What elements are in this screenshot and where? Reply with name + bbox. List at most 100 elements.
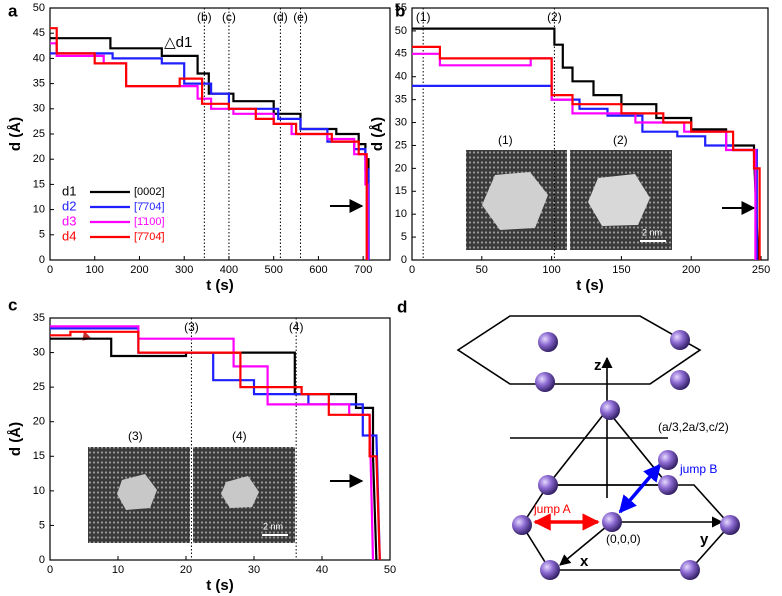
x-tick-label: 0 [47,264,53,276]
y-axis-title: d (Å) [369,117,386,151]
y-tick-label: 35 [395,94,407,106]
y-tick-label: 15 [33,450,45,462]
y-axis-title: d (Å) [7,422,24,456]
particle [482,172,548,230]
x-tick-label: 20 [180,564,192,576]
atom [602,512,622,532]
hex-top [456,315,702,385]
y-tick-label: 20 [33,416,45,428]
atoms [512,330,740,580]
x-tick-label: 150 [612,264,630,276]
x-tick-label: 500 [265,264,283,276]
marker-label: (2) [547,10,562,24]
y-tick-label: 25 [33,381,45,393]
legend-label: [7̄704̄] [134,231,165,243]
y-tick-label: 20 [33,153,45,165]
y-tick-label: 5 [39,519,45,531]
panel-label: c [8,295,17,314]
atom [540,560,560,580]
x-tick-label: 200 [130,264,148,276]
x-axis-title: t (s) [576,277,604,294]
y-tick-label: 10 [395,208,407,220]
inset-label: (3) [128,429,143,443]
series-line [412,52,757,260]
panel-label: b [395,1,405,20]
x-tick-label: 600 [309,264,327,276]
atom [538,475,558,495]
series-line [50,337,378,561]
atom [720,515,740,535]
x-tick-label: 30 [248,564,260,576]
y-tick-label: 25 [395,139,407,151]
x-tick-label: 300 [175,264,193,276]
scale-bar [262,534,288,536]
x-tick-label: 200 [682,264,700,276]
x-tick-label: 50 [384,564,396,576]
scale-bar [640,240,666,242]
x-tick-label: 40 [316,564,328,576]
plot-frame [411,7,769,261]
y-tick-label: 35 [33,78,45,90]
x-axis [559,521,613,566]
atom [535,372,555,392]
marker-label: (1) [416,10,431,24]
panel-label: a [8,1,18,20]
jump-b [618,463,662,514]
x-tick-label: 0 [47,564,53,576]
y-tick-label: 15 [395,185,407,197]
legend-name: d1 [62,183,76,198]
panel-label: d [397,297,407,316]
inset-label: (1) [498,133,513,147]
legend-name: d4 [62,228,76,243]
atom [600,400,620,420]
atom [538,332,558,352]
note: △d1 [164,34,192,51]
y-tick-label: 30 [33,346,45,358]
series-line [50,52,370,260]
atom [680,560,700,580]
atom [512,515,532,535]
legend-name: d3 [62,213,76,228]
atom [658,475,678,495]
z-label: z [594,357,602,374]
x-tick-label: 700 [354,264,372,276]
series-line [50,27,368,260]
y-tick-label: 55 [395,2,407,14]
diagram [456,315,732,571]
y-tick-label: 0 [39,554,45,566]
atom [670,370,690,390]
marker-label: (e) [293,10,308,24]
legend-label: [1̄100] [134,216,165,228]
particle [588,174,650,226]
x-tick-label: 50 [476,264,488,276]
y-tick-label: 35 [33,312,45,324]
x-tick-label: 400 [220,264,238,276]
legend-label: [7̄704] [134,201,165,213]
y-axis-title: d (Å) [7,117,24,151]
marker-label: (3) [184,320,199,334]
inset-label: (2) [613,133,628,147]
y-tick-label: 20 [395,162,407,174]
y-tick-label: 50 [33,2,45,14]
y-tick-label: 5 [39,229,45,241]
y-tick-label: 0 [39,254,45,266]
y-tick-label: 45 [33,27,45,39]
y-tick-label: 30 [33,103,45,115]
y-tick-label: 10 [33,204,45,216]
series-line [50,37,370,260]
particle [117,474,157,510]
y-tick-label: 15 [33,178,45,190]
legend-name: d2 [62,198,76,213]
x-label: x [580,553,589,570]
x-tick-label: 100 [86,264,104,276]
marker-label: (d) [273,10,288,24]
marker-label: (b) [197,10,212,24]
site-label: (a/3,2a/3,c/2) [658,420,729,434]
origin-label: (0,0,0) [606,532,641,546]
marker-label: (4) [289,320,304,334]
x-tick-label: 250 [752,264,770,276]
series-line [50,330,381,561]
series-line [412,45,761,260]
jump-a-label: jump A [533,502,571,516]
x-tick-label: 10 [112,564,124,576]
